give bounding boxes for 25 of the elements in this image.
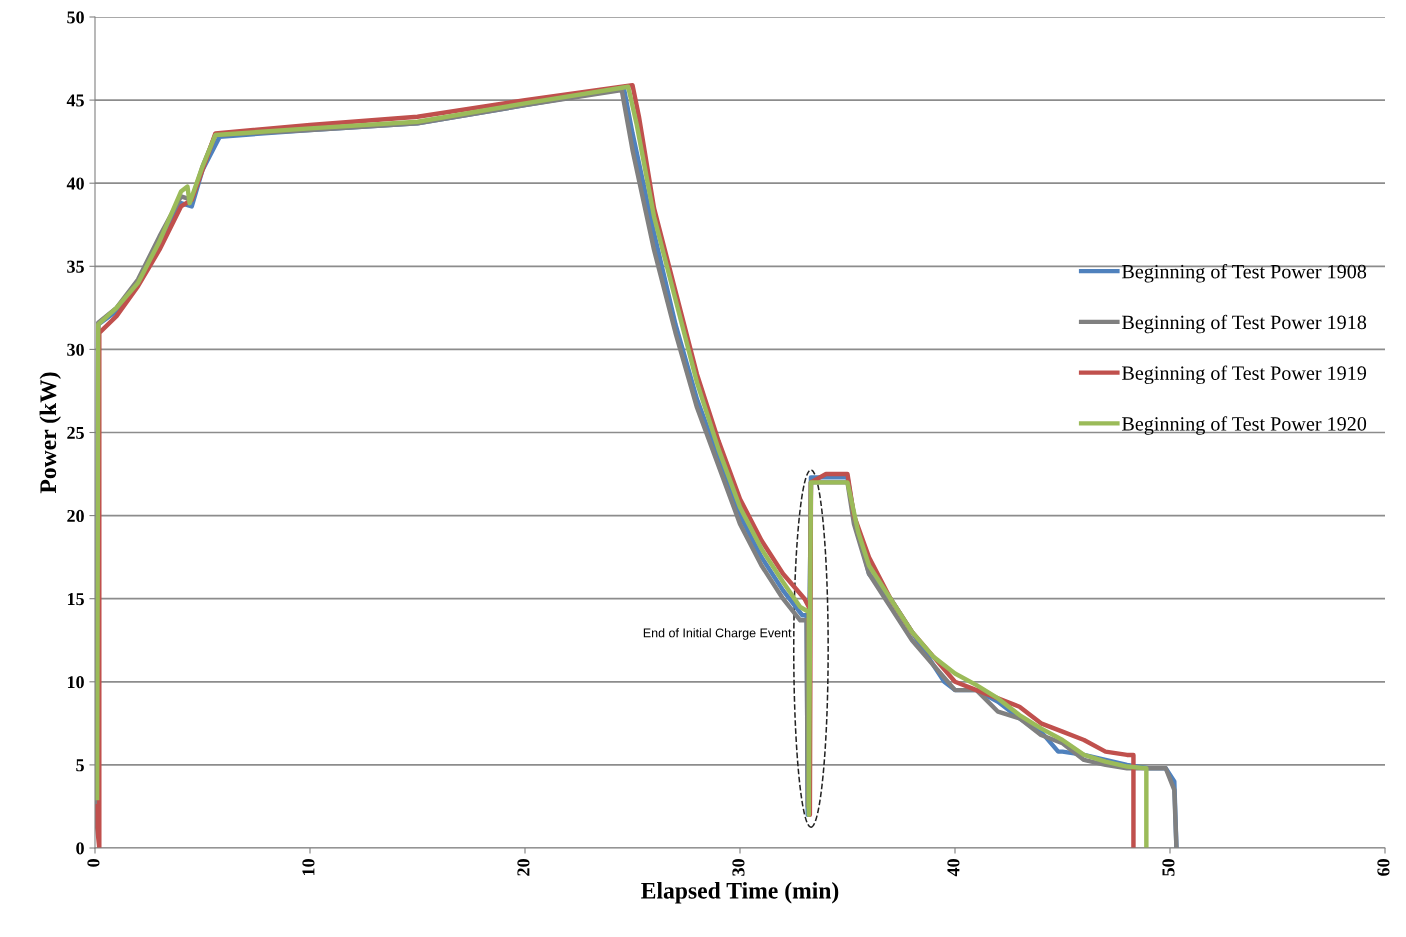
annotation: End of Initial Charge Event (643, 628, 792, 640)
x-tick-label: 40 (947, 859, 960, 877)
y-tick-label: 25 (67, 426, 84, 439)
x-axis-title: Elapsed Time (min) (641, 882, 839, 904)
legend-label: Beginning of Test Power 1919 (1121, 365, 1367, 385)
x-tick-label: 60 (1377, 859, 1390, 876)
x-tick-label: 30 (732, 859, 745, 876)
y-tick-label: 35 (67, 260, 84, 273)
x-tick-label: 0 (87, 859, 100, 867)
y-tick-label: 40 (66, 177, 84, 190)
y-axis-title: Power (kW) (39, 372, 61, 494)
y-tick-label: 0 (76, 842, 84, 855)
y-tick-label: 5 (76, 759, 84, 772)
y-tick-label: 45 (66, 94, 84, 107)
x-tick-label: 10 (302, 859, 315, 876)
y-tick-label: 10 (67, 676, 84, 689)
x-tick-label: 50 (1162, 859, 1175, 876)
legend-label: Beginning of Test Power 1920 (1121, 416, 1367, 435)
legend-label: Beginning of Test Power 1908 (1121, 264, 1367, 283)
x-tick-label: 20 (517, 859, 530, 876)
y-tick-label: 15 (67, 593, 84, 606)
legend-label: Beginning of Test Power 1918 (1121, 314, 1367, 334)
y-tick-label: 50 (67, 11, 84, 24)
y-tick-label: 30 (67, 343, 84, 356)
y-tick-label: 20 (67, 509, 84, 523)
